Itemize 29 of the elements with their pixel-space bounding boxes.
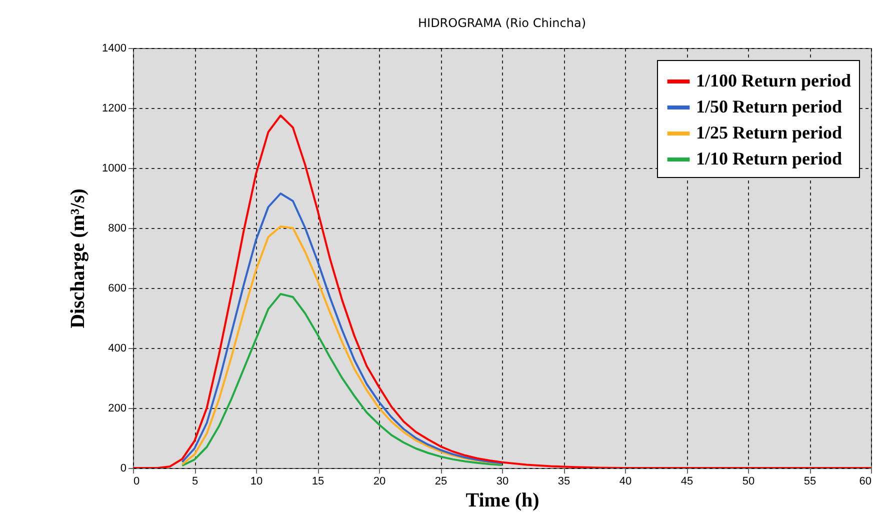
legend-label: 1/25 Return period [696, 122, 842, 142]
y-tick-label: 200 [108, 402, 126, 414]
y-tick-label: 1400 [102, 42, 126, 54]
x-tick-label: 10 [250, 476, 263, 488]
y-tick-label: 1000 [102, 162, 126, 174]
chart-title: HIDROGRAMA (Rio Chincha) [418, 16, 586, 30]
x-tick-label: 25 [434, 476, 448, 488]
x-tick-label: 40 [619, 476, 632, 488]
x-tick-label: 0 [134, 476, 140, 488]
x-tick-label: 50 [742, 476, 755, 488]
legend-label: 1/10 Return period [696, 148, 842, 168]
legend-label: 1/100 Return period [696, 70, 851, 90]
y-tick-label: 1200 [102, 102, 126, 114]
x-tick-label: 35 [558, 476, 570, 488]
x-tick-label: 45 [680, 476, 694, 488]
y-tick-label: 600 [108, 282, 126, 294]
x-tick-label: 5 [192, 476, 198, 488]
x-tick-label: 15 [312, 476, 324, 488]
x-tick-label: 60 [859, 476, 872, 488]
x-tick-label: 20 [373, 476, 386, 488]
x-axis-title: Time (h) [466, 490, 540, 512]
legend-label: 1/50 Return period [696, 96, 842, 116]
y-tick-label: 800 [108, 222, 126, 234]
y-axis-title: Discharge (m³/s) [67, 188, 90, 328]
x-tick-label: 55 [804, 476, 816, 488]
y-tick-label: 400 [108, 342, 126, 354]
x-tick-label: 30 [496, 476, 509, 488]
line-series [181, 293, 503, 467]
y-tick-label: 0 [120, 462, 126, 474]
